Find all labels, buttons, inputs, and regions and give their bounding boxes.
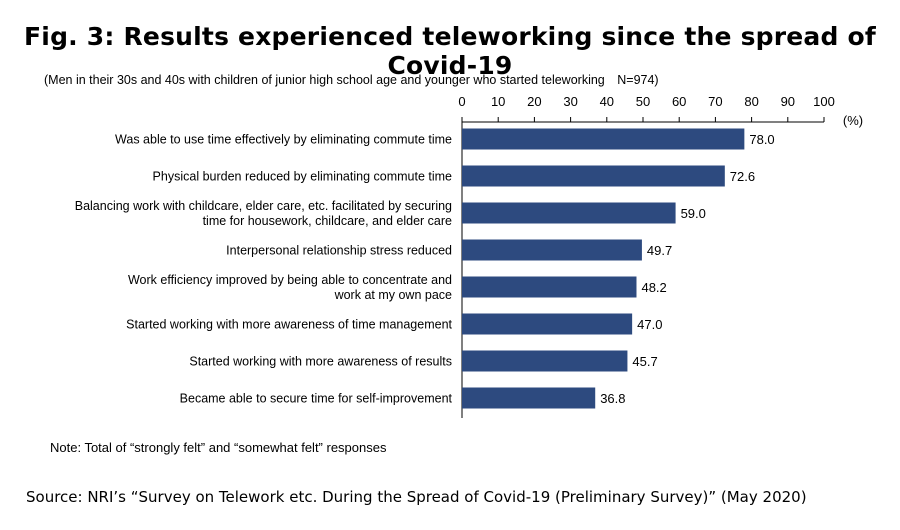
- bar-value-label: 45.7: [632, 354, 657, 369]
- x-tick-label: 60: [672, 94, 686, 109]
- x-axis-unit: (%): [843, 113, 863, 128]
- category-label: time for housework, childcare, and elder…: [203, 214, 452, 228]
- chart-title: Fig. 3: Results experienced teleworking …: [24, 22, 876, 80]
- x-tick-label: 90: [781, 94, 795, 109]
- bar-value-label: 48.2: [641, 280, 666, 295]
- bar: [462, 387, 596, 409]
- bar: [462, 239, 642, 261]
- chart-subtitle: (Men in their 30s and 40s with children …: [44, 73, 659, 87]
- bar: [462, 350, 628, 372]
- category-label: Physical burden reduced by eliminating c…: [153, 170, 452, 184]
- category-label: Work efficiency improved by being able t…: [128, 273, 452, 287]
- bar: [462, 202, 676, 224]
- bar-value-label: 72.6: [730, 169, 755, 184]
- bar-value-label: 36.8: [600, 391, 625, 406]
- category-label: Started working with more awareness of t…: [126, 318, 452, 332]
- x-tick-label: 30: [563, 94, 577, 109]
- bar-value-label: 47.0: [637, 317, 662, 332]
- x-tick-label: 80: [744, 94, 758, 109]
- chart-note: Note: Total of “strongly felt” and “some…: [50, 440, 387, 455]
- category-label: Started working with more awareness of r…: [189, 355, 452, 369]
- x-tick-label: 20: [527, 94, 541, 109]
- category-label: work at my own pace: [334, 288, 452, 302]
- bar: [462, 128, 745, 150]
- x-tick-label: 40: [600, 94, 614, 109]
- x-tick-label: 0: [458, 94, 465, 109]
- bar: [462, 276, 637, 298]
- category-label: Interpersonal relationship stress reduce…: [226, 244, 452, 258]
- bar: [462, 165, 725, 187]
- chart-source: Source: NRI’s “Survey on Telework etc. D…: [26, 488, 807, 506]
- bar-value-label: 78.0: [749, 132, 774, 147]
- x-tick-label: 100: [813, 94, 835, 109]
- x-tick-label: 10: [491, 94, 505, 109]
- category-label: Became able to secure time for self-impr…: [180, 392, 453, 406]
- x-tick-label: 50: [636, 94, 650, 109]
- x-tick-label: 70: [708, 94, 722, 109]
- bar: [462, 313, 633, 335]
- bar-value-label: 49.7: [647, 243, 672, 258]
- category-label: Balancing work with childcare, elder car…: [75, 199, 452, 213]
- category-label: Was able to use time effectively by elim…: [115, 133, 452, 147]
- bar-value-label: 59.0: [681, 206, 706, 221]
